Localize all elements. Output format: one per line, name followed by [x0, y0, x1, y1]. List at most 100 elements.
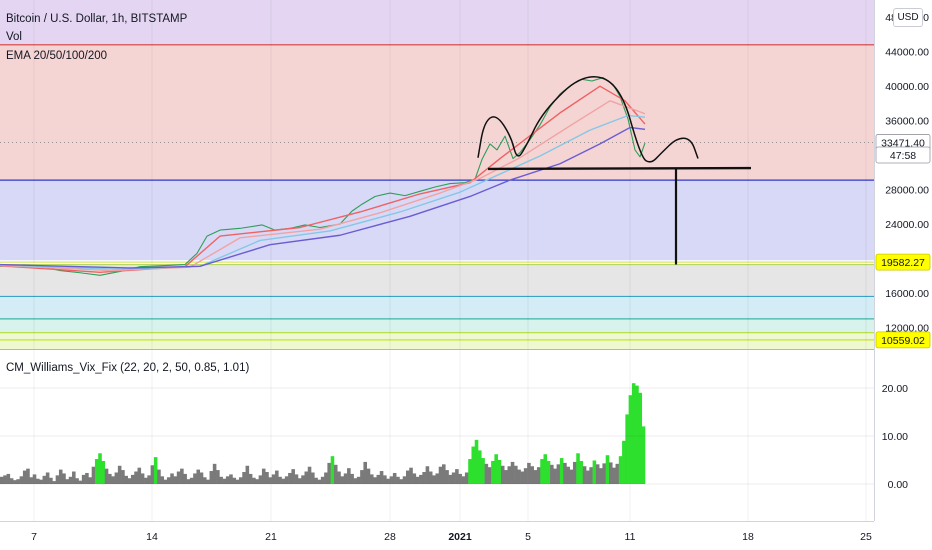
vix-bar: [579, 460, 584, 484]
vix-bar: [602, 463, 607, 484]
vix-bar: [68, 476, 73, 484]
vix-bar: [88, 477, 92, 484]
vix-bar: [248, 473, 253, 484]
time-tick-label: 5: [525, 531, 531, 543]
vix-bar: [631, 383, 636, 484]
vix-bar: [150, 465, 155, 484]
vix-bar: [58, 469, 63, 484]
vix-bar: [127, 478, 132, 484]
vix-bar: [435, 473, 440, 484]
price-tick-label: 40000.00: [885, 81, 929, 93]
vix-bar: [327, 462, 331, 484]
time-tick-label: 25: [860, 531, 872, 543]
vix-bar: [376, 474, 381, 484]
vix-bar: [225, 476, 230, 484]
vix-bar: [563, 462, 567, 484]
vix-bar: [130, 474, 135, 484]
vix-bar: [304, 471, 309, 484]
vix-bar: [229, 474, 233, 484]
vix-bar: [16, 479, 20, 484]
vix-bar: [389, 476, 394, 484]
vix-bar: [622, 440, 626, 484]
vix-bar: [409, 467, 413, 484]
vix-bar: [402, 476, 407, 484]
price-zone-6: [0, 332, 874, 349]
vix-bar: [55, 475, 60, 484]
vix-bar: [576, 453, 580, 484]
vix-bar: [36, 478, 40, 484]
vix-bar: [202, 477, 207, 484]
vix-bar: [176, 471, 181, 484]
vix-bar: [13, 480, 17, 484]
vix-bar: [72, 471, 76, 484]
vix-bar: [337, 471, 341, 484]
vix-bar: [189, 477, 194, 484]
time-tick-label: 2021: [448, 531, 472, 543]
symbol-legend[interactable]: Bitcoin / U.S. Dollar, 1h, BITSTAMP: [6, 13, 188, 25]
vix-bar: [111, 476, 115, 484]
vix-bar: [415, 476, 420, 484]
vix-bar: [586, 470, 590, 484]
vix-bar: [91, 466, 96, 484]
vix-bar: [163, 479, 168, 484]
vix-bar: [219, 476, 223, 484]
vix-bar: [422, 472, 426, 484]
vix-bar: [540, 459, 544, 484]
pattern-annotation: [477, 75, 752, 265]
vix-bar: [258, 475, 263, 484]
vix-bar: [550, 464, 554, 484]
vix-legend[interactable]: CM_Williams_Vix_Fix (22, 20, 2, 50, 0.85…: [6, 362, 250, 374]
vix-bar: [369, 474, 374, 484]
vix-bar: [474, 439, 479, 484]
vix-bar: [556, 464, 561, 484]
price-tag-label-0: 33471.40: [881, 137, 925, 149]
vix-bar: [291, 469, 295, 484]
price-tag-box-2: [875, 253, 931, 271]
vix-bar: [166, 477, 171, 484]
vix-bar: [635, 385, 639, 484]
vix-bar: [566, 466, 570, 484]
vix-bar: [360, 470, 364, 484]
vix-bar: [94, 459, 99, 484]
time-tick-label: 14: [146, 531, 158, 543]
time-tick-label: 21: [265, 531, 277, 543]
vix-bar: [543, 454, 548, 484]
vix-bar: [157, 469, 161, 484]
currency-button[interactable]: USD: [893, 8, 923, 27]
vix-bar: [445, 470, 449, 484]
vix-bar: [180, 468, 184, 484]
vix-bar: [569, 469, 574, 484]
vix-bar: [275, 470, 279, 484]
vix-bar: [317, 479, 322, 484]
vix-tick-label: 20.00: [882, 383, 908, 395]
vix-bar: [497, 460, 502, 484]
vix-bar: [134, 471, 138, 484]
vix-bar: [487, 467, 492, 484]
vix-bar: [101, 460, 106, 484]
vix-bar: [615, 463, 620, 484]
vix-bar: [333, 464, 338, 484]
vix-bar: [510, 461, 515, 484]
vix-bar: [62, 473, 66, 484]
vix-bar: [206, 479, 210, 484]
vix-bar: [504, 470, 508, 484]
ema-legend[interactable]: EMA 20/50/100/200: [6, 50, 108, 62]
vix-bar: [307, 466, 312, 484]
vix-bar: [366, 468, 371, 484]
price-tick-label: 24000.00: [885, 219, 929, 231]
vix-bar: [464, 472, 469, 484]
vix-bar: [340, 476, 345, 484]
vix-bar: [121, 470, 125, 484]
price-tick-label: 36000.00: [885, 116, 929, 128]
vix-bar: [268, 477, 273, 484]
vix-bar: [147, 475, 151, 484]
vix-bar: [301, 475, 305, 484]
volume-legend[interactable]: Vol: [6, 31, 22, 43]
price-axis: 48000.0044000.0040000.0036000.0032000.00…: [874, 0, 932, 550]
vix-bar: [536, 467, 541, 484]
vix-bar: [530, 466, 534, 484]
vix-bar: [239, 477, 243, 484]
vix-bar: [455, 469, 459, 484]
time-tick-label: 28: [384, 531, 396, 543]
